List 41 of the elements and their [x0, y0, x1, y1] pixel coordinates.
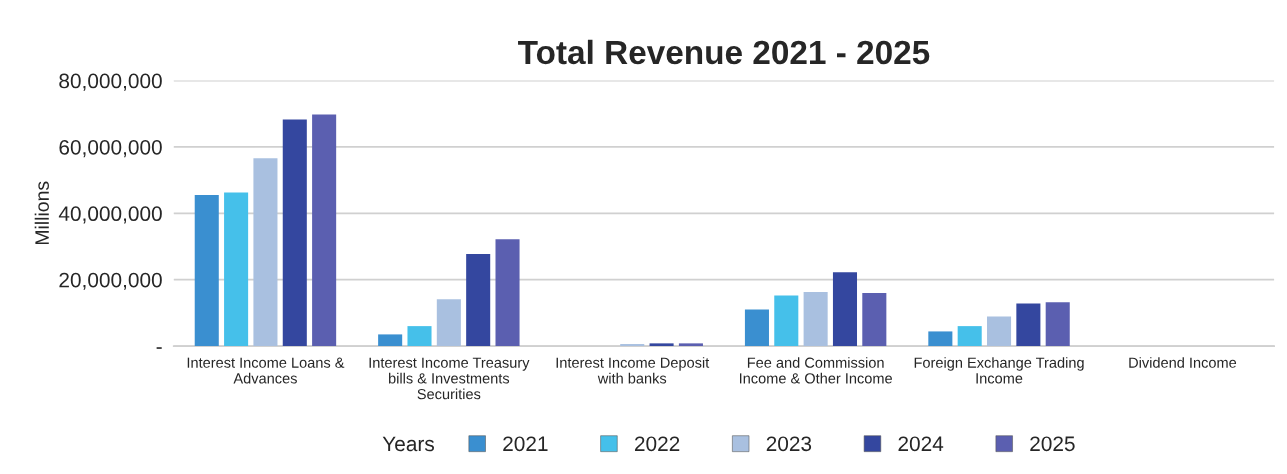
- bar: [1045, 302, 1070, 347]
- legend-title: Years: [382, 436, 434, 452]
- bar: [678, 343, 703, 347]
- bar: [495, 239, 520, 347]
- x-tick-label: Fee and Commission Income & Other Income: [739, 357, 892, 384]
- x-tick-label: Interest Income Deposit with banks: [556, 357, 710, 384]
- y-tick-label: -: [156, 347, 162, 349]
- legend-label: 2023: [766, 436, 812, 452]
- bar: [803, 291, 828, 347]
- bar: [928, 331, 953, 347]
- x-tick-label: Interest Income Treasury bills & Investments Securities: [369, 357, 530, 400]
- bar: [957, 326, 982, 347]
- bar: [744, 309, 769, 347]
- bar: [774, 295, 799, 347]
- legend-label: 2022: [634, 436, 680, 452]
- bar: [282, 119, 307, 347]
- bar: [378, 334, 403, 347]
- x-tick-label: Interest Income Loans & Advances: [187, 357, 345, 384]
- x-tick-label: Dividend Income: [1129, 357, 1237, 368]
- bar: [194, 195, 219, 347]
- bar: [436, 299, 461, 347]
- bar: [649, 343, 674, 347]
- bar: [224, 192, 249, 347]
- bar: [312, 114, 337, 347]
- y-tick-label: 60,000,000: [59, 139, 162, 158]
- bar: [253, 158, 278, 347]
- legend-label: 2025: [1030, 436, 1075, 452]
- y-tick-label: 20,000,000: [59, 272, 162, 290]
- legend-label: 2024: [898, 436, 944, 452]
- y-tick-label: 80,000,000: [59, 73, 162, 91]
- bar: [1016, 303, 1041, 347]
- bar: [466, 254, 491, 347]
- y-axis-title: Millions: [34, 181, 49, 245]
- bar: [832, 272, 858, 347]
- bar: [407, 326, 432, 347]
- bar: [862, 292, 887, 347]
- legend-label: 2021: [503, 436, 548, 452]
- chart-title: Total Revenue 2021 - 2025: [518, 39, 930, 65]
- x-tick-label: Foreign Exchange Trading Income: [914, 357, 1084, 384]
- y-tick-label: 40,000,000: [58, 206, 162, 224]
- bar: [987, 316, 1012, 347]
